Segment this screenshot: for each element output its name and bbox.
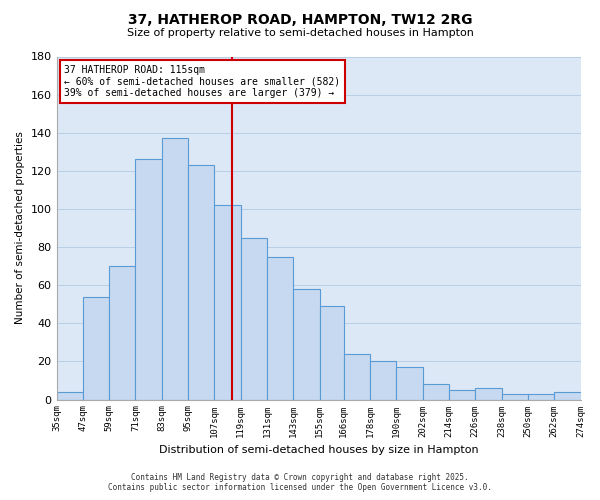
Bar [502, 394, 528, 400]
Text: 37, HATHEROP ROAD, HAMPTON, TW12 2RG: 37, HATHEROP ROAD, HAMPTON, TW12 2RG [128, 12, 472, 26]
Bar [554, 392, 581, 400]
Bar [475, 388, 502, 400]
Y-axis label: Number of semi-detached properties: Number of semi-detached properties [15, 132, 25, 324]
Bar [293, 289, 320, 400]
Bar [267, 256, 293, 400]
Bar [83, 296, 109, 400]
Text: 37 HATHEROP ROAD: 115sqm
← 60% of semi-detached houses are smaller (582)
39% of : 37 HATHEROP ROAD: 115sqm ← 60% of semi-d… [64, 65, 341, 98]
Bar [136, 160, 162, 400]
Bar [188, 165, 214, 400]
Bar [528, 394, 554, 400]
Bar [214, 205, 241, 400]
Bar [422, 384, 449, 400]
Bar [344, 354, 370, 400]
Bar [320, 306, 344, 400]
Bar [162, 138, 188, 400]
X-axis label: Distribution of semi-detached houses by size in Hampton: Distribution of semi-detached houses by … [159, 445, 478, 455]
Bar [109, 266, 136, 400]
Bar [449, 390, 475, 400]
Bar [56, 392, 83, 400]
Bar [397, 367, 422, 400]
Bar [370, 362, 397, 400]
Text: Contains HM Land Registry data © Crown copyright and database right 2025.
Contai: Contains HM Land Registry data © Crown c… [108, 473, 492, 492]
Text: Size of property relative to semi-detached houses in Hampton: Size of property relative to semi-detach… [127, 28, 473, 38]
Bar [241, 238, 267, 400]
